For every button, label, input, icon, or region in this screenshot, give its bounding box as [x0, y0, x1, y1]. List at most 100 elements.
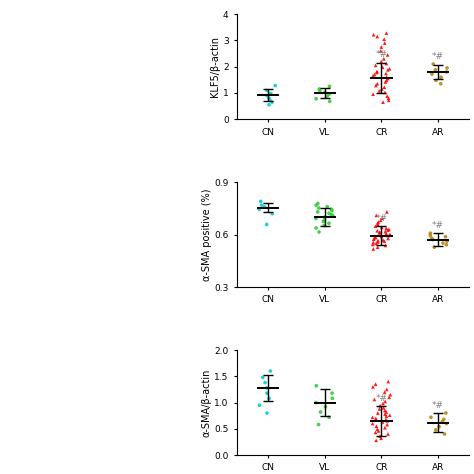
Point — [265, 94, 273, 102]
Point — [373, 437, 380, 444]
Point — [384, 51, 392, 59]
Point — [374, 218, 382, 226]
Point — [385, 97, 392, 104]
Point — [383, 412, 390, 420]
Point — [323, 92, 331, 100]
Point — [376, 402, 384, 410]
Point — [315, 228, 323, 236]
Point — [372, 428, 379, 436]
Point — [312, 201, 320, 209]
Point — [377, 435, 385, 442]
Point — [384, 75, 392, 82]
Point — [384, 232, 392, 239]
Point — [374, 33, 381, 40]
Point — [384, 66, 392, 73]
Point — [374, 238, 382, 246]
Point — [376, 432, 384, 440]
Point — [321, 213, 328, 221]
Point — [255, 205, 263, 213]
Point — [432, 77, 440, 84]
Point — [427, 229, 434, 237]
Point — [440, 416, 447, 423]
Point — [373, 422, 380, 430]
Point — [379, 400, 387, 407]
Point — [430, 244, 438, 251]
Point — [375, 87, 383, 95]
Point — [431, 66, 439, 73]
Point — [314, 208, 321, 216]
Point — [259, 374, 266, 381]
Point — [265, 394, 273, 402]
Point — [385, 393, 393, 401]
Point — [372, 222, 379, 230]
Point — [370, 236, 377, 243]
Point — [372, 82, 380, 90]
Point — [382, 70, 390, 77]
Point — [441, 430, 448, 438]
Point — [373, 68, 381, 75]
Point — [315, 421, 322, 428]
Point — [258, 201, 265, 209]
Point — [314, 200, 322, 207]
Point — [316, 87, 324, 95]
Point — [328, 207, 336, 214]
Point — [369, 383, 377, 391]
Point — [261, 379, 269, 386]
Point — [369, 420, 376, 428]
Point — [321, 217, 328, 224]
Point — [371, 234, 379, 242]
Point — [328, 394, 336, 402]
Point — [381, 39, 389, 47]
Point — [427, 231, 434, 239]
Point — [379, 64, 386, 71]
Point — [267, 90, 274, 97]
Point — [322, 403, 329, 410]
Point — [372, 62, 379, 69]
Point — [378, 223, 385, 231]
Point — [381, 36, 388, 43]
Point — [443, 237, 451, 245]
Point — [432, 426, 439, 434]
Point — [374, 80, 381, 88]
Point — [323, 203, 331, 210]
Point — [374, 220, 381, 228]
Point — [386, 65, 393, 73]
Point — [268, 98, 276, 106]
Y-axis label: α-SMA/β-actin: α-SMA/β-actin — [201, 368, 211, 437]
Point — [369, 72, 377, 80]
Point — [376, 228, 383, 236]
Point — [312, 399, 320, 406]
Point — [378, 233, 385, 240]
Point — [374, 426, 381, 433]
Point — [326, 90, 333, 98]
Point — [316, 85, 323, 93]
Point — [325, 210, 333, 217]
Point — [383, 421, 391, 428]
Point — [369, 91, 377, 98]
Point — [377, 217, 384, 224]
Point — [326, 82, 333, 90]
Point — [373, 69, 381, 76]
Point — [320, 222, 328, 229]
Point — [443, 68, 450, 76]
Point — [312, 215, 320, 222]
Point — [381, 83, 388, 91]
Point — [378, 43, 385, 51]
Point — [381, 424, 389, 431]
Point — [325, 413, 333, 421]
Point — [325, 219, 333, 227]
Point — [373, 239, 380, 247]
Point — [383, 73, 390, 81]
Point — [443, 420, 450, 428]
Point — [379, 236, 387, 244]
Point — [374, 227, 381, 235]
Point — [378, 85, 385, 93]
Point — [369, 413, 376, 421]
Text: *#: *# — [432, 221, 444, 230]
Point — [328, 211, 335, 219]
Point — [383, 29, 390, 37]
Point — [266, 367, 274, 375]
Point — [326, 98, 334, 105]
Point — [256, 401, 264, 409]
Point — [263, 221, 271, 228]
